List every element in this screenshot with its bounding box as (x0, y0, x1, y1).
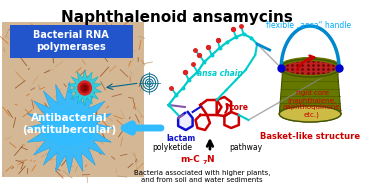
Ellipse shape (279, 106, 341, 122)
Polygon shape (25, 82, 114, 174)
Circle shape (80, 84, 89, 92)
FancyArrowPatch shape (225, 104, 231, 113)
Text: Bacteria associated with higher plants,
and from soil and water sediments: Bacteria associated with higher plants, … (134, 170, 270, 183)
Text: Naphthalenoid ansamycins: Naphthalenoid ansamycins (61, 10, 293, 25)
Text: Bacterial RNA
polymerases: Bacterial RNA polymerases (33, 30, 109, 52)
Ellipse shape (42, 110, 96, 146)
Bar (2, 22, 144, 177)
Text: N: N (206, 154, 214, 163)
Circle shape (78, 81, 92, 95)
Text: core: core (229, 104, 248, 112)
Text: Basket-like structure: Basket-like structure (260, 132, 360, 141)
Text: rigid core
(naphthalene,
naphthoquinone,
etc.): rigid core (naphthalene, naphthoquinone,… (282, 90, 342, 118)
Text: flexible „ansa“ handle: flexible „ansa“ handle (266, 21, 351, 30)
Text: lactam: lactam (166, 134, 196, 143)
Text: pathway: pathway (229, 143, 262, 153)
Polygon shape (178, 112, 193, 130)
Ellipse shape (279, 106, 341, 122)
Text: ansa chain: ansa chain (197, 69, 243, 78)
Ellipse shape (282, 58, 338, 76)
Polygon shape (279, 64, 341, 114)
Bar (10, 25, 133, 58)
Circle shape (82, 85, 87, 91)
Polygon shape (68, 70, 101, 106)
Text: m-C: m-C (180, 154, 200, 163)
Text: Antibacterial
(antitubercular): Antibacterial (antitubercular) (22, 113, 117, 135)
Text: 7: 7 (202, 160, 207, 164)
FancyArrowPatch shape (297, 56, 314, 70)
Text: polyketide: polyketide (153, 143, 193, 153)
